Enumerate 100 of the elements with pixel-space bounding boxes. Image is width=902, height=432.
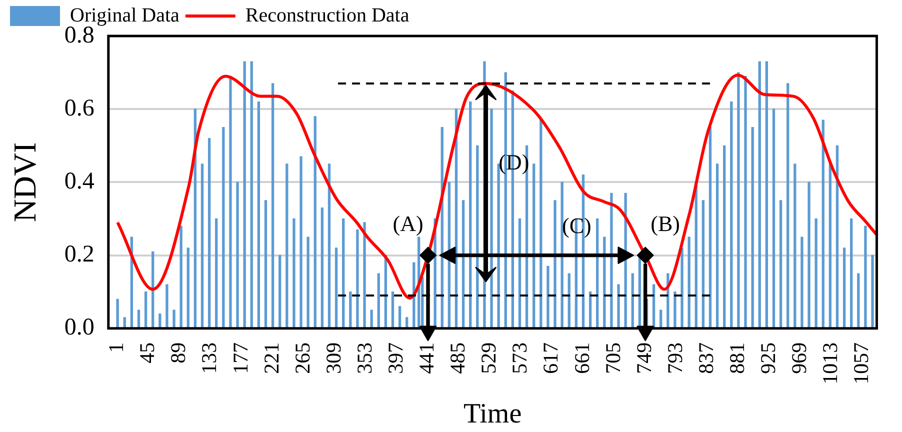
bar xyxy=(546,266,550,328)
x-tick-label: 661 xyxy=(570,342,594,374)
x-tick-label: 837 xyxy=(694,342,718,374)
bar xyxy=(497,164,500,328)
x-tick-label: 133 xyxy=(197,342,222,374)
bar xyxy=(786,83,790,328)
x-tick-label: 705 xyxy=(600,342,625,374)
bar xyxy=(292,218,296,328)
bar xyxy=(772,108,776,328)
x-axis-title: Time xyxy=(464,398,522,430)
x-tick-label: 309 xyxy=(321,342,346,374)
y-tick-label: 0.2 xyxy=(64,242,94,268)
bar xyxy=(391,292,394,328)
bar xyxy=(278,254,282,328)
x-tick-label: 1057 xyxy=(849,342,874,384)
x-tick-label: 1 xyxy=(104,342,128,353)
bar xyxy=(215,218,218,328)
bar xyxy=(314,116,316,328)
bar xyxy=(398,306,402,328)
bar xyxy=(758,61,761,328)
x-tick-label: 1013 xyxy=(818,342,842,384)
annotation: (B) xyxy=(650,211,680,236)
bar xyxy=(688,236,690,328)
x-tick-label: 177 xyxy=(228,342,252,374)
x-tick-label: 221 xyxy=(259,342,284,374)
bar xyxy=(370,310,373,328)
bar xyxy=(243,61,246,328)
bar xyxy=(271,83,274,328)
bar xyxy=(554,200,556,328)
bar xyxy=(250,61,253,328)
bar xyxy=(610,192,613,328)
bar xyxy=(236,182,239,328)
bar xyxy=(617,284,620,328)
y-tick-label: 0.4 xyxy=(64,168,94,194)
bar xyxy=(857,273,860,328)
bar xyxy=(779,200,782,328)
y-tick-label: 0.0 xyxy=(64,314,94,341)
x-tick-label: 45 xyxy=(135,342,160,364)
x-tick-label: 749 xyxy=(632,342,656,374)
x-tick-label: 397 xyxy=(383,342,408,374)
bar xyxy=(723,145,726,328)
x-tick-label: 529 xyxy=(476,342,501,374)
bar xyxy=(751,127,754,328)
bar xyxy=(828,164,832,328)
bar xyxy=(730,101,733,328)
bar xyxy=(320,207,324,328)
bar xyxy=(744,76,747,328)
bar xyxy=(116,298,119,328)
bar xyxy=(680,248,684,328)
bar xyxy=(808,182,810,328)
bar xyxy=(286,164,288,328)
bar xyxy=(490,108,493,328)
x-tick-label: 441 xyxy=(414,342,439,374)
bar xyxy=(476,145,479,328)
bar xyxy=(342,218,345,328)
bar xyxy=(765,61,768,328)
bar xyxy=(836,145,839,328)
bar xyxy=(871,254,874,328)
x-tick-label: 881 xyxy=(724,342,749,374)
y-tick-label: 0.6 xyxy=(64,95,94,122)
bar xyxy=(328,164,331,328)
bar xyxy=(222,127,225,328)
x-tick-label: 617 xyxy=(538,342,563,374)
bar xyxy=(842,248,846,328)
bar xyxy=(702,200,705,328)
bar xyxy=(822,120,824,328)
x-tick-label: 89 xyxy=(166,342,190,364)
bar xyxy=(306,236,310,328)
bar xyxy=(349,292,352,328)
bar xyxy=(737,72,740,328)
bar xyxy=(363,222,366,328)
line-series xyxy=(116,74,877,300)
bar xyxy=(794,164,796,328)
bar xyxy=(814,218,818,328)
x-tick-label: 265 xyxy=(290,342,314,374)
bar xyxy=(229,76,232,328)
bar xyxy=(257,101,260,328)
bar xyxy=(540,120,542,328)
y-axis-title: NDVI xyxy=(6,142,43,222)
x-tick-label: 969 xyxy=(787,342,812,374)
bar xyxy=(560,182,564,328)
bar xyxy=(864,226,867,328)
bar xyxy=(208,138,211,328)
bar xyxy=(334,248,338,328)
bar xyxy=(172,310,176,328)
bar xyxy=(166,284,168,328)
bar xyxy=(264,200,268,328)
x-tick-label: 573 xyxy=(508,342,532,374)
bar xyxy=(469,101,472,328)
bar xyxy=(800,236,804,328)
annotation: (A) xyxy=(392,211,424,236)
x-tick-label: 353 xyxy=(352,342,376,374)
bar xyxy=(850,218,853,328)
bar xyxy=(186,248,190,328)
legend-label: Reconstruction Data xyxy=(245,4,410,26)
x-tick-label: 485 xyxy=(446,342,470,374)
bar xyxy=(568,273,570,328)
bar xyxy=(518,218,522,328)
bar xyxy=(631,273,634,328)
bar xyxy=(300,156,302,328)
